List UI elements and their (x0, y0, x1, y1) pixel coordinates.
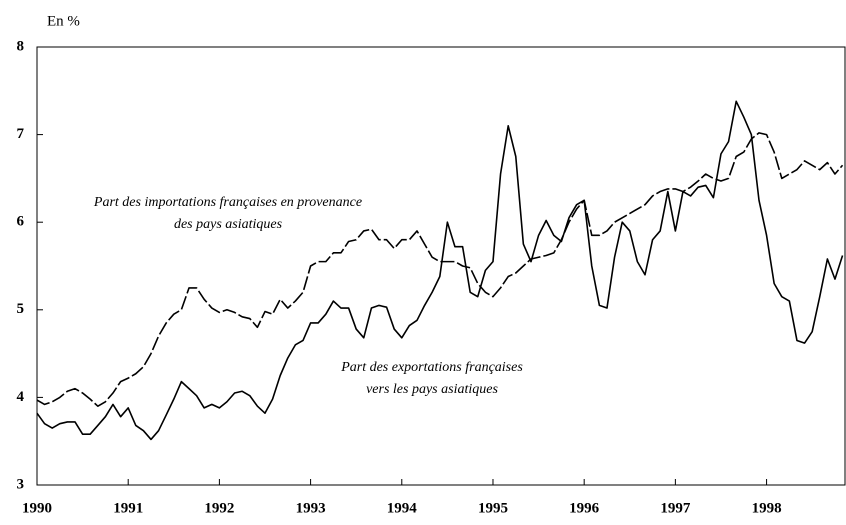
x-tick-label: 1996 (569, 500, 600, 516)
line-series (36, 100, 844, 441)
x-tick-label: 1990 (22, 500, 52, 516)
y-axis-label: En % (47, 13, 80, 29)
y-tick-label: 6 (17, 214, 25, 230)
x-tick-label: 1998 (752, 500, 782, 516)
x-tick-label: 1992 (204, 500, 234, 516)
annotation: des pays asiatiques (174, 217, 283, 232)
line-series (36, 132, 844, 407)
y-tick-label: 5 (17, 301, 25, 317)
y-tick-label: 8 (17, 38, 25, 54)
x-tick-label: 1997 (660, 500, 691, 516)
plot-frame (36, 46, 846, 486)
annotation: Part des importations françaises en prov… (93, 195, 362, 210)
x-tick-label: 1994 (387, 500, 418, 516)
y-tick-label: 4 (17, 389, 25, 405)
x-tick-label: 1995 (478, 500, 508, 516)
annotation: vers les pays asiatiques (366, 382, 498, 397)
x-tick-label: 1991 (113, 500, 143, 516)
y-tick-label: 3 (17, 476, 25, 492)
x-tick-label: 1993 (296, 500, 326, 516)
annotation: Part des exportations françaises (340, 360, 523, 375)
y-tick-label: 7 (17, 126, 25, 142)
